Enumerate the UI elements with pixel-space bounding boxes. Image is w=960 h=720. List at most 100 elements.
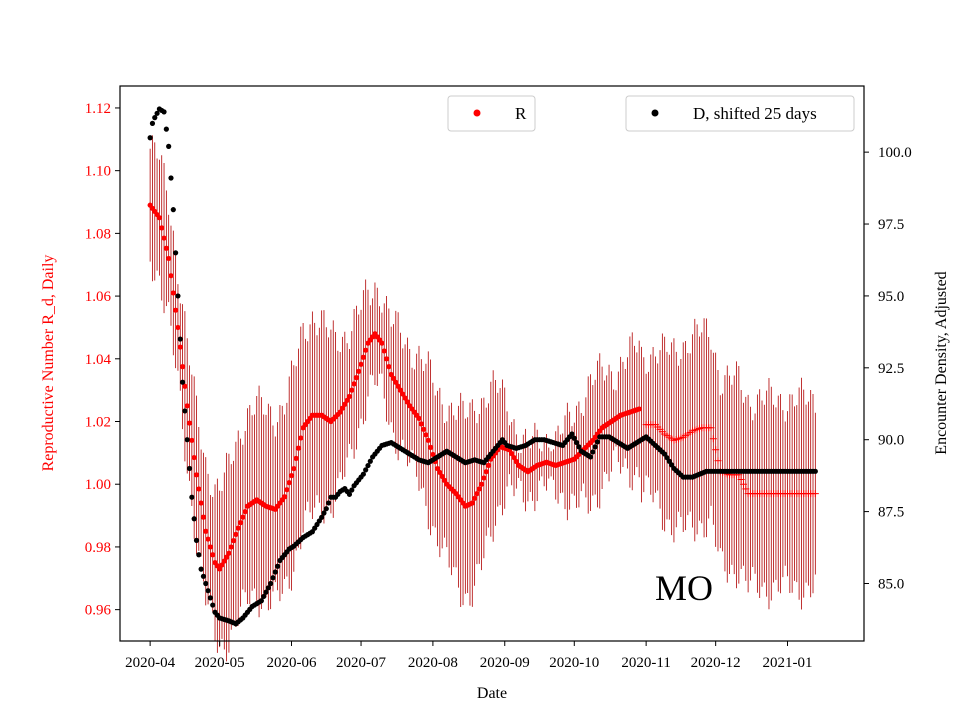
r-point	[395, 383, 401, 389]
d-point	[268, 580, 274, 587]
legend-r-box	[447, 95, 536, 132]
r-point	[358, 361, 364, 367]
r-point	[511, 454, 517, 461]
r-point	[346, 393, 353, 400]
d-point	[346, 491, 353, 497]
d-point	[325, 500, 332, 506]
d-point	[573, 439, 580, 446]
r-point	[228, 544, 234, 550]
y-left-tick-label: 0.96	[85, 603, 112, 619]
d-point	[272, 569, 278, 575]
y-left-tick-label: 1.10	[85, 164, 111, 180]
d-point	[177, 336, 183, 342]
r-cross-point	[742, 485, 750, 493]
y-right-tick-label: 100.0	[878, 145, 912, 161]
r-point	[203, 528, 209, 534]
d-point	[184, 437, 190, 443]
r-point	[291, 465, 297, 472]
r-point	[393, 379, 399, 385]
error-bars	[149, 135, 816, 662]
d-point	[200, 573, 207, 579]
r-point	[437, 469, 443, 476]
legend-d-marker	[651, 109, 659, 117]
r-point	[175, 324, 181, 331]
y-right-tick-label: 90.0	[878, 433, 904, 449]
r-cross-point	[712, 446, 720, 454]
y-left-tick-label: 0.98	[85, 540, 111, 556]
x-tick-label: 2020-12	[691, 655, 741, 671]
d-point	[587, 454, 594, 460]
d-point	[191, 516, 197, 522]
r-point	[221, 558, 227, 564]
r-point	[186, 420, 193, 426]
state-annotation: MO	[655, 568, 713, 608]
d-point	[203, 580, 209, 587]
r-point	[284, 487, 290, 493]
d-point	[594, 439, 601, 445]
r-point	[390, 375, 397, 381]
legend-r-label: R	[515, 104, 527, 123]
y-right-tick-label: 87.5	[878, 505, 904, 521]
r-point	[179, 364, 186, 370]
r-point	[207, 544, 213, 550]
r-point	[344, 397, 350, 403]
d-point	[365, 462, 371, 469]
r-point	[476, 486, 482, 492]
legend-d-label: D, shifted 25 days	[693, 104, 817, 123]
x-tick-label: 2020-08	[408, 655, 458, 671]
r-cross-point	[811, 490, 819, 498]
r-point	[161, 235, 167, 241]
x-tick-label: 2021-01	[763, 655, 813, 671]
d-point	[196, 552, 202, 558]
d-point	[168, 175, 174, 181]
y-right-axis-ticks: 85.0 87.5 90.0 92.5 95.0 97.5 100.0	[864, 145, 912, 592]
d-point	[173, 250, 179, 256]
r-point	[434, 465, 441, 472]
r-point	[383, 356, 390, 362]
r-point	[191, 454, 197, 461]
r-point	[163, 245, 169, 251]
d-point	[576, 444, 582, 450]
r-point	[513, 458, 519, 465]
r-point	[156, 215, 163, 221]
r-point	[205, 536, 211, 542]
d-point	[569, 431, 575, 437]
r-cross-point	[737, 476, 745, 484]
d-series	[147, 106, 818, 627]
r-point	[363, 347, 369, 353]
d-point	[205, 588, 211, 594]
r-point	[159, 225, 165, 231]
y-right-tick-label: 92.5	[878, 361, 904, 377]
d-point	[812, 468, 818, 474]
y-right-tick-label: 85.0	[878, 576, 904, 592]
r-point	[337, 409, 343, 415]
x-tick-label: 2020-04	[125, 655, 175, 671]
r-point	[478, 481, 485, 487]
r-point	[425, 437, 431, 443]
r-point	[416, 415, 422, 421]
r-series	[147, 202, 642, 572]
r-point	[469, 500, 475, 506]
r-point	[356, 368, 362, 374]
y-left-tick-label: 1.00	[85, 477, 111, 493]
r-point	[421, 426, 427, 432]
r-point	[235, 525, 241, 531]
d-point	[154, 110, 160, 116]
y-right-tick-label: 97.5	[878, 217, 904, 233]
d-point	[186, 465, 193, 472]
r-point	[166, 255, 172, 262]
y-left-axis-label: Reproductive Number R_d, Daily	[40, 255, 57, 472]
r-point	[193, 472, 200, 478]
d-point	[182, 408, 188, 414]
r-point	[360, 354, 366, 360]
x-tick-label: 2020-09	[480, 655, 530, 671]
r-point	[196, 486, 202, 492]
r-point	[351, 381, 357, 387]
r-cross-series	[642, 421, 819, 498]
r-point	[636, 406, 642, 412]
r-point	[474, 491, 480, 497]
y-right-axis-label: Encounter Density, Adjusted	[933, 271, 950, 454]
r-point	[404, 399, 411, 405]
d-point	[147, 135, 153, 141]
r-point	[379, 340, 385, 346]
